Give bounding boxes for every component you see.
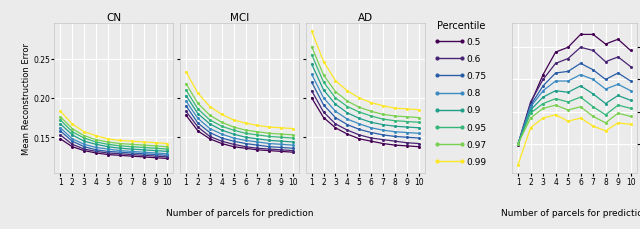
Text: 0.9: 0.9 [467, 106, 481, 115]
Text: Number of parcels for prediction: Number of parcels for prediction [166, 208, 314, 217]
Text: 0.97: 0.97 [467, 140, 487, 149]
Text: Number of parcels for prediction: Number of parcels for prediction [500, 208, 640, 217]
Title: MCI: MCI [230, 13, 249, 23]
Y-axis label: Mean Reconstruction Error: Mean Reconstruction Error [22, 43, 31, 154]
Text: 0.6: 0.6 [467, 55, 481, 63]
Text: 0.75: 0.75 [467, 72, 487, 81]
Text: 0.99: 0.99 [467, 157, 487, 166]
Text: 0.95: 0.95 [467, 123, 487, 132]
Title: CN: CN [106, 13, 122, 23]
Title: AD: AD [358, 13, 372, 23]
Text: 0.8: 0.8 [467, 89, 481, 98]
Text: Percentile: Percentile [437, 21, 486, 31]
Text: 0.5: 0.5 [467, 37, 481, 46]
